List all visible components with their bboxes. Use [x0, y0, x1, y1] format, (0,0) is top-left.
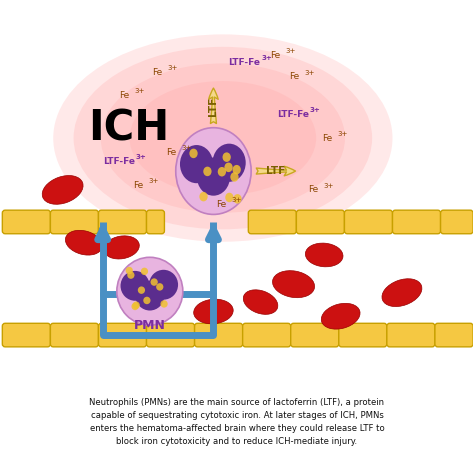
FancyBboxPatch shape: [345, 210, 392, 234]
FancyBboxPatch shape: [440, 210, 473, 234]
Ellipse shape: [321, 304, 360, 329]
Text: 3+: 3+: [149, 178, 159, 184]
Ellipse shape: [197, 158, 230, 196]
FancyBboxPatch shape: [243, 323, 291, 347]
Text: Fe: Fe: [322, 134, 332, 143]
Ellipse shape: [200, 192, 208, 202]
Ellipse shape: [203, 167, 211, 176]
Text: LTF-Fe: LTF-Fe: [277, 110, 309, 119]
FancyBboxPatch shape: [50, 210, 99, 234]
Ellipse shape: [222, 152, 231, 162]
FancyBboxPatch shape: [291, 323, 339, 347]
Text: Fe: Fe: [152, 67, 163, 77]
Text: PMN: PMN: [134, 319, 166, 332]
Ellipse shape: [73, 47, 372, 229]
Text: Fe: Fe: [133, 181, 144, 190]
Ellipse shape: [117, 257, 183, 325]
Text: Fe: Fe: [119, 91, 129, 100]
FancyBboxPatch shape: [146, 210, 164, 234]
Ellipse shape: [273, 270, 315, 298]
FancyBboxPatch shape: [146, 323, 195, 347]
Ellipse shape: [233, 165, 241, 174]
Ellipse shape: [126, 267, 133, 274]
Ellipse shape: [104, 236, 139, 259]
Ellipse shape: [230, 172, 238, 182]
FancyBboxPatch shape: [392, 210, 440, 234]
Ellipse shape: [138, 286, 145, 294]
Ellipse shape: [129, 81, 316, 195]
Text: 3+: 3+: [337, 131, 348, 137]
Ellipse shape: [212, 144, 246, 182]
Text: 3+: 3+: [135, 88, 145, 94]
Ellipse shape: [141, 268, 148, 275]
Ellipse shape: [225, 193, 234, 202]
Ellipse shape: [194, 299, 233, 324]
Text: ICH: ICH: [88, 108, 169, 149]
FancyBboxPatch shape: [2, 210, 50, 234]
Ellipse shape: [100, 63, 345, 213]
Ellipse shape: [156, 283, 164, 291]
Ellipse shape: [180, 145, 213, 183]
FancyBboxPatch shape: [248, 210, 296, 234]
Ellipse shape: [120, 271, 150, 301]
Text: 3+: 3+: [304, 70, 315, 76]
Text: Fe: Fe: [308, 185, 318, 194]
Text: 3+: 3+: [310, 107, 320, 113]
Ellipse shape: [65, 230, 102, 255]
Text: 3+: 3+: [168, 65, 178, 71]
Text: 3+: 3+: [261, 55, 272, 62]
Text: 3+: 3+: [323, 183, 334, 188]
Text: Fe: Fe: [270, 51, 280, 60]
Ellipse shape: [127, 271, 135, 279]
FancyBboxPatch shape: [296, 210, 345, 234]
FancyBboxPatch shape: [339, 323, 387, 347]
Ellipse shape: [190, 149, 198, 158]
Text: Neutrophils (PMNs) are the main source of lactoferrin (LTF), a protein
capable o: Neutrophils (PMNs) are the main source o…: [90, 398, 384, 446]
Text: Fe: Fe: [166, 148, 177, 157]
FancyBboxPatch shape: [2, 323, 50, 347]
Text: Fe: Fe: [289, 72, 299, 81]
Ellipse shape: [243, 290, 278, 314]
Text: LTF-Fe: LTF-Fe: [103, 157, 135, 166]
Ellipse shape: [133, 302, 140, 309]
Ellipse shape: [305, 243, 343, 267]
Ellipse shape: [233, 194, 242, 204]
Ellipse shape: [149, 270, 178, 299]
Ellipse shape: [224, 163, 233, 172]
FancyBboxPatch shape: [435, 323, 473, 347]
Text: LTF: LTF: [209, 97, 219, 116]
FancyBboxPatch shape: [387, 323, 435, 347]
Ellipse shape: [161, 300, 168, 308]
FancyBboxPatch shape: [195, 323, 243, 347]
FancyBboxPatch shape: [99, 210, 146, 234]
Text: Fe: Fe: [216, 200, 226, 208]
Text: LTF: LTF: [266, 166, 286, 176]
Ellipse shape: [143, 297, 151, 304]
Text: LTF-Fe: LTF-Fe: [228, 58, 261, 67]
Ellipse shape: [135, 281, 164, 310]
Text: 3+: 3+: [285, 48, 296, 54]
Text: 3+: 3+: [182, 145, 192, 151]
FancyBboxPatch shape: [99, 323, 146, 347]
FancyBboxPatch shape: [50, 323, 99, 347]
Ellipse shape: [131, 303, 139, 310]
Ellipse shape: [176, 128, 251, 214]
Ellipse shape: [42, 176, 83, 204]
Ellipse shape: [218, 167, 226, 177]
Ellipse shape: [53, 34, 392, 242]
Text: 3+: 3+: [231, 197, 242, 203]
Text: 3+: 3+: [135, 154, 146, 160]
Ellipse shape: [151, 278, 158, 286]
Ellipse shape: [382, 279, 422, 307]
